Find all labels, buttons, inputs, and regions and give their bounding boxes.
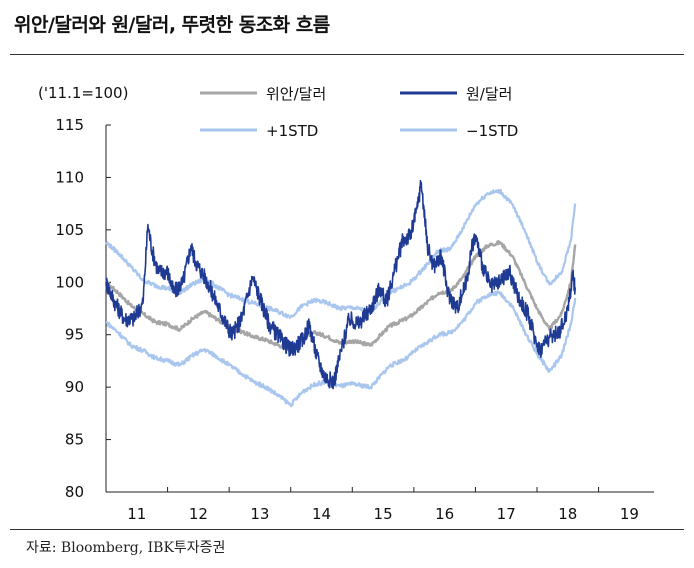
x-tick-label: 16	[435, 505, 454, 523]
title-divider	[10, 54, 684, 55]
x-tick-label: 17	[497, 505, 516, 523]
legend-item-plus-std-label: +1STD	[266, 122, 318, 140]
y-tick-label: 95	[65, 326, 84, 344]
series-line-plus-std	[105, 188, 577, 319]
y-tick-label: 100	[55, 273, 84, 291]
legend-item-krw-label: 원/달러	[466, 85, 512, 103]
x-tick-label: 18	[558, 505, 577, 523]
y-tick-label: 85	[65, 431, 84, 449]
x-tick-label: 11	[127, 505, 146, 523]
x-tick-label: 15	[374, 505, 393, 523]
chart-title: 위안/달러와 원/달러, 뚜렷한 동조화 흐름	[14, 14, 330, 36]
x-tick-label: 19	[620, 505, 639, 523]
unit-label: ('11.1=100)	[38, 84, 128, 102]
legend-item-cny-label: 위안/달러	[266, 85, 326, 103]
x-tick-label: 13	[250, 505, 269, 523]
y-tick-label: 115	[55, 116, 84, 134]
series-line-krw	[105, 179, 576, 390]
series-line-cny	[105, 240, 577, 352]
x-tick-label: 14	[312, 505, 331, 523]
source-divider	[10, 529, 684, 530]
y-tick-label: 110	[55, 168, 84, 186]
y-tick-label: 105	[55, 221, 84, 239]
x-tick-label: 12	[189, 505, 208, 523]
y-tick-label: 90	[65, 378, 84, 396]
series-lines	[105, 179, 577, 408]
axes: 80 85 90 95 100 105 110 115 11 12 13 14 15 16 17 18 19	[55, 116, 654, 523]
source-note: 자료: Bloomberg, IBK투자증권	[26, 540, 226, 556]
y-tick-label: 80	[65, 483, 84, 501]
series-line-minus-std	[105, 290, 577, 408]
legend: 위안/달러 원/달러 +1STD −1STD	[200, 85, 518, 140]
legend-item-minus-std-label: −1STD	[466, 122, 518, 140]
